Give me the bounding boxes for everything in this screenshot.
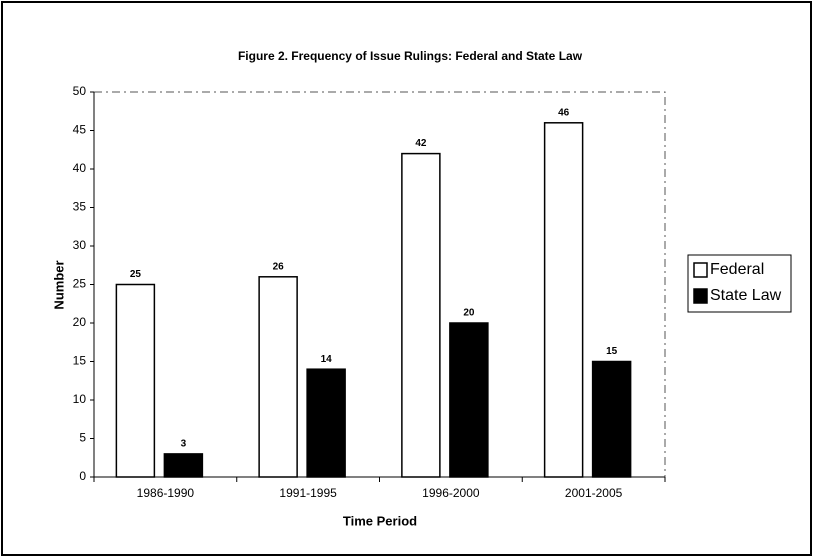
y-tick-label: 30: [73, 238, 87, 252]
x-tick-label: 1986-1990: [137, 486, 195, 500]
legend-swatch: [693, 262, 708, 278]
x-tick-label: 1991-1995: [279, 486, 337, 500]
y-tick-label: 15: [73, 354, 87, 368]
y-tick-label: 20: [73, 315, 87, 329]
data-label: 25: [130, 269, 142, 280]
y-tick-label: 50: [73, 84, 87, 98]
bar: [163, 453, 204, 478]
y-tick-label: 40: [73, 161, 87, 175]
data-label: 3: [181, 439, 187, 450]
data-label: 26: [273, 261, 285, 272]
data-label: 20: [463, 308, 475, 319]
legend-label: Federal: [710, 261, 764, 278]
data-label: 42: [415, 138, 427, 149]
legend-label: State Law: [710, 287, 782, 304]
plot-border: [93, 91, 666, 478]
y-axis-label: Number: [51, 260, 66, 309]
y-tick-label: 25: [73, 277, 87, 291]
bar: [543, 122, 584, 478]
y-tick-label: 35: [73, 200, 87, 214]
y-tick-label: 5: [79, 431, 86, 445]
data-label: 14: [321, 354, 333, 365]
x-tick-label: 2001-2005: [565, 486, 623, 500]
bar: [401, 152, 441, 478]
bar: [449, 322, 489, 478]
bar: [591, 360, 632, 478]
y-tick-label: 0: [79, 469, 86, 483]
data-label: 46: [558, 107, 570, 118]
x-tick-label: 1996-2000: [422, 486, 480, 500]
legend-swatch: [693, 288, 708, 304]
x-axis-label: Time Period: [343, 513, 417, 528]
y-tick-label: 10: [73, 392, 87, 406]
data-label: 15: [606, 346, 618, 357]
bar: [258, 276, 298, 478]
chart-title: Figure 2. Frequency of Issue Rulings: Fe…: [238, 49, 583, 63]
bar: [306, 368, 346, 478]
y-tick-label: 45: [73, 123, 87, 137]
bar: [115, 283, 156, 478]
